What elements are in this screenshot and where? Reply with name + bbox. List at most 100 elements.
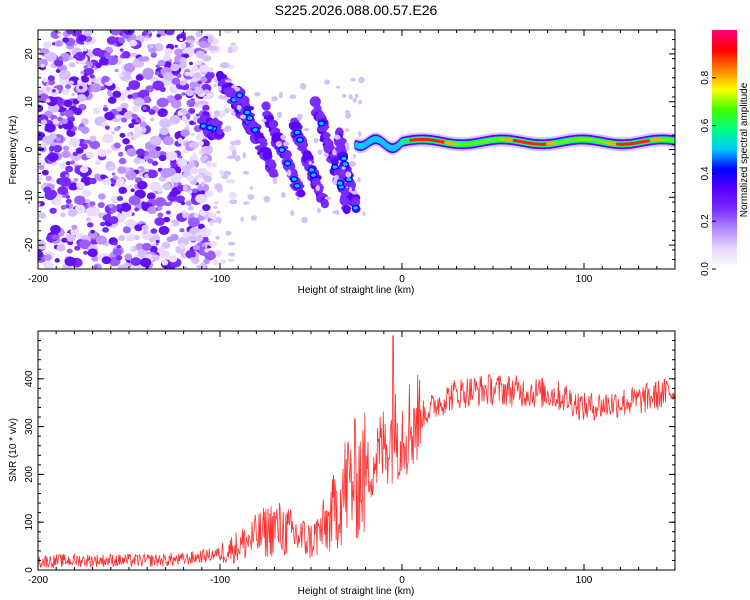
heatmap-noise-blob	[68, 62, 76, 68]
heatmap-noise-blob	[213, 200, 219, 205]
heatmap-noise-blob	[55, 69, 61, 73]
heatmap-noise-blob	[362, 211, 366, 217]
heatmap-noise-blob	[57, 116, 63, 122]
heatmap-noise-blob	[101, 75, 110, 83]
heatmap-noise-blob	[152, 80, 165, 91]
heatmap-noise-blob	[49, 133, 57, 140]
heatmap-noise-blob	[317, 149, 323, 155]
heatmap-noise-blob	[234, 155, 241, 162]
heatmap-noise-blob	[92, 107, 101, 115]
heatmap-noise-blob	[281, 191, 286, 198]
heatmap-noise-blob	[113, 126, 120, 132]
heatmap-noise-blob	[41, 169, 49, 176]
heatmap-noise-blob	[68, 182, 79, 191]
heatmap-noise-blob	[225, 230, 232, 236]
heatmap-noise-blob	[168, 255, 178, 263]
heatmap-noise-blob	[79, 123, 84, 127]
heatmap-noise-blob	[148, 44, 154, 49]
heatmap-noise-blob	[316, 207, 321, 214]
heatmap-noise-blob	[276, 111, 282, 119]
snr-ylabel: SNR (10 * v/v)	[8, 418, 19, 482]
heatmap-noise-blob	[90, 229, 95, 234]
heatmap-noise-blob	[146, 192, 156, 200]
heatmap-streak-blob	[327, 139, 334, 151]
heatmap-noise-blob	[83, 65, 88, 69]
heatmap-streak-blob	[300, 142, 308, 150]
heatmap-noise-blob	[63, 99, 73, 108]
heatmap-noise-blob	[196, 264, 204, 269]
heatmap-noise-blob	[216, 185, 223, 193]
heatmap-noise-blob	[65, 165, 74, 173]
heatmap-noise-blob	[56, 244, 66, 252]
heatmap-noise-blob	[150, 51, 157, 57]
heatmap-noise-blob	[263, 195, 270, 203]
heatmap-streak-core	[310, 173, 316, 177]
heatmap-streak-core	[207, 125, 213, 130]
heatmap-noise-blob	[193, 212, 199, 218]
heatmap-streak-blob	[331, 157, 339, 167]
heatmap-noise-blob	[162, 182, 172, 191]
heatmap-noise-blob	[223, 30, 233, 34]
heatmap-noise-blob	[112, 248, 123, 257]
heatmap-noise-blob	[125, 170, 137, 181]
heatmap-noise-blob	[100, 174, 107, 180]
heatmap-noise-blob	[69, 160, 75, 165]
heatmap-streak-core	[252, 128, 258, 132]
heatmap-noise-blob	[119, 132, 126, 138]
heatmap-noise-blob	[47, 75, 55, 82]
heatmap-noise-blob	[308, 161, 312, 165]
heatmap-noise-blob	[189, 167, 199, 174]
heatmap-noise-blob	[169, 115, 181, 125]
heatmap-noise-blob	[203, 241, 211, 246]
heatmap-noise-blob	[85, 217, 92, 222]
x-tick-label: -200	[28, 575, 48, 586]
heatmap-noise-blob	[175, 222, 180, 226]
heatmap-noise-blob	[116, 106, 123, 112]
heatmap-noise-blob	[143, 37, 149, 42]
heatmap-noise-blob	[51, 162, 57, 167]
heatmap-noise-blob	[119, 48, 124, 52]
heatmap-noise-blob	[118, 234, 126, 242]
heatmap-streak-core	[346, 177, 352, 182]
heatmap-noise-blob	[115, 177, 125, 185]
heatmap-noise-blob	[175, 195, 185, 204]
heatmap-noise-blob	[134, 207, 140, 212]
heatmap-noise-blob	[203, 155, 208, 161]
heatmap-noise-blob	[91, 255, 99, 262]
y-tick-label: 20	[24, 48, 35, 60]
heatmap-noise-blob	[93, 264, 99, 269]
heatmap-noise-blob	[131, 106, 139, 112]
heatmap-noise-blob	[56, 84, 64, 91]
heatmap-noise-blob	[157, 108, 168, 117]
heatmap-noise-blob	[193, 115, 199, 121]
heatmap-noise-blob	[183, 53, 190, 59]
heatmap-noise-blob	[162, 72, 174, 82]
heatmap-noise-blob	[186, 99, 196, 108]
heatmap-noise-blob	[45, 175, 53, 182]
heatmap-noise-blob	[134, 126, 143, 134]
heatmap-noise-blob	[158, 225, 170, 235]
heatmap-noise-blob	[213, 83, 217, 88]
y-tick-label: -10	[24, 190, 35, 205]
heatmap-noise-blob	[358, 130, 362, 137]
heatmap-noise-blob	[73, 107, 83, 116]
heatmap-noise-blob	[181, 210, 187, 214]
heatmap-noise-blob	[155, 239, 160, 244]
heatmap-noise-blob	[85, 207, 97, 217]
heatmap-noise-blob	[44, 51, 57, 62]
heatmap-noise-blob	[334, 134, 341, 140]
heatmap-noise-blob	[68, 137, 80, 148]
heatmap-noise-blob	[174, 44, 179, 48]
heatmap-noise-blob	[53, 144, 62, 153]
heatmap-noise-blob	[76, 181, 85, 189]
heatmap-noise-blob	[157, 212, 164, 218]
heatmap-noise-blob	[179, 38, 184, 42]
heatmap-noise-blob	[176, 33, 187, 43]
heatmap-streak-blob	[269, 171, 279, 178]
heatmap-streak-blob	[268, 161, 277, 170]
heatmap-noise-blob	[143, 95, 151, 102]
heatmap-noise-blob	[163, 216, 171, 223]
heatmap-streak-core	[285, 161, 291, 166]
heatmap-noise-blob	[301, 216, 308, 224]
heatmap-noise-blob	[74, 51, 86, 61]
